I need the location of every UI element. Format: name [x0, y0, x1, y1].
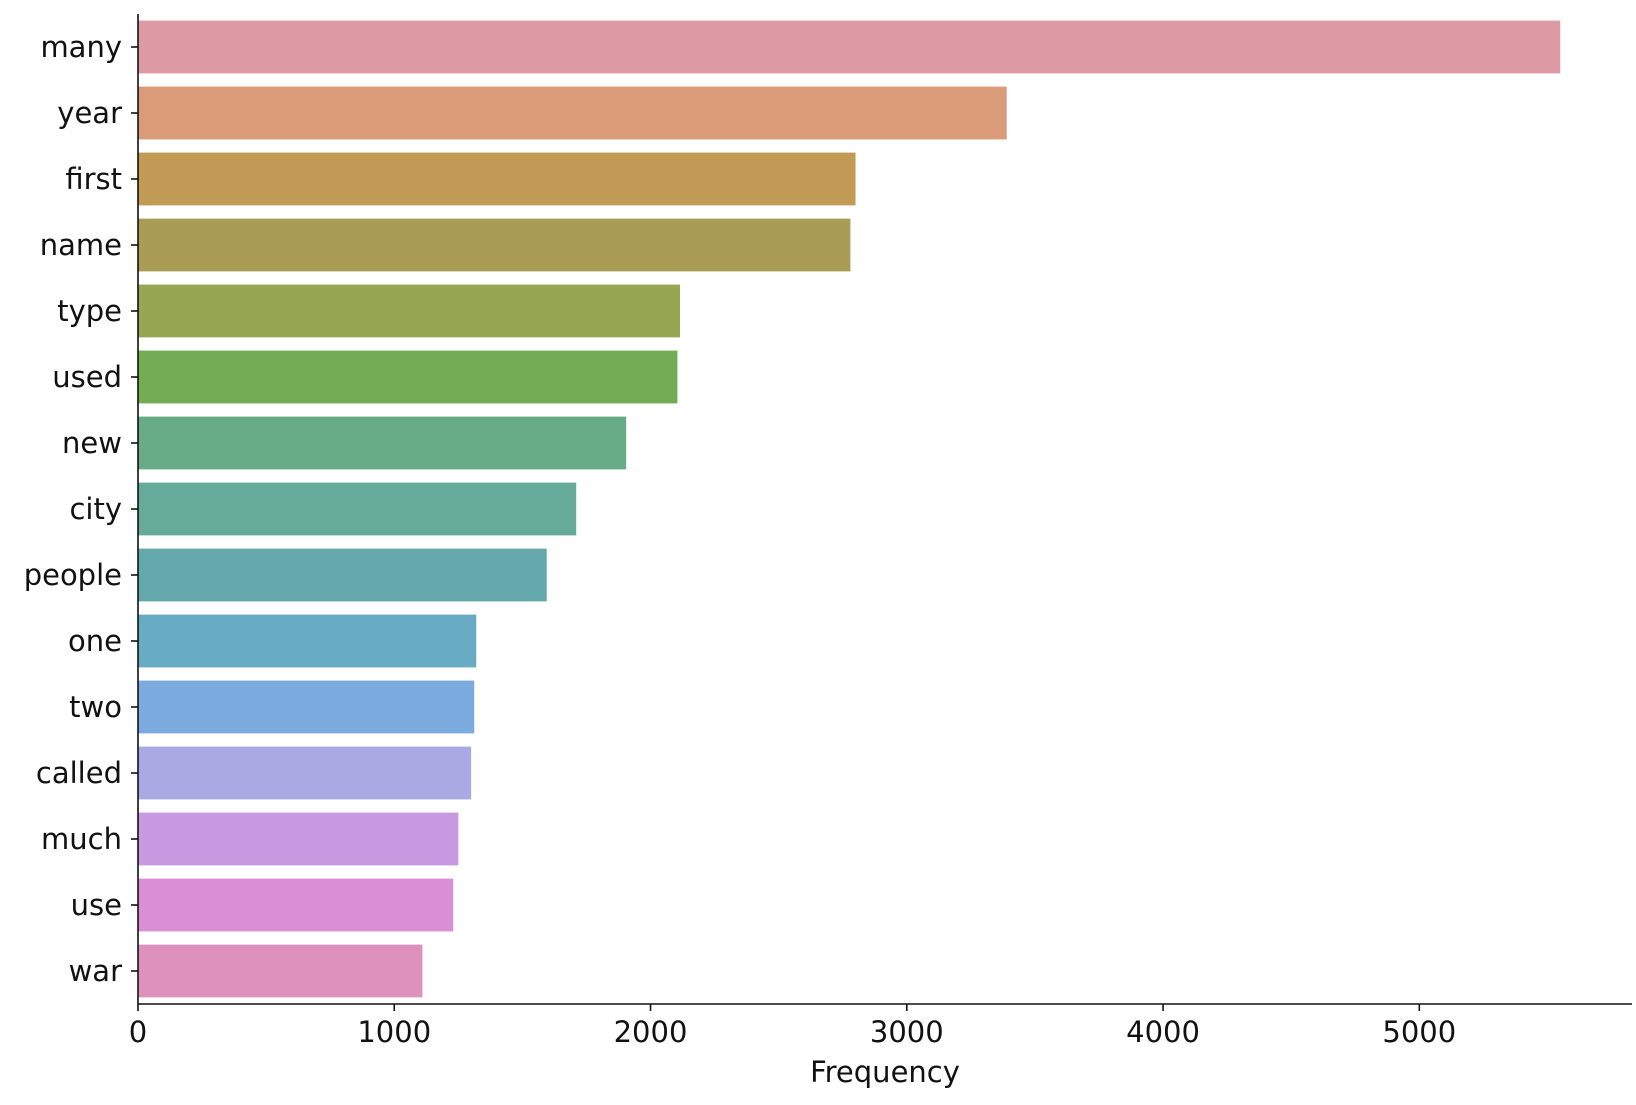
bar-use — [138, 878, 454, 932]
bar-one — [138, 614, 477, 668]
bar-called — [138, 746, 472, 800]
y-tick-label: city — [69, 492, 122, 526]
x-tick-label: 4000 — [1126, 1015, 1200, 1049]
bar-used — [138, 350, 678, 404]
bar-city — [138, 482, 577, 536]
bar-many — [138, 20, 1561, 74]
bar-two — [138, 680, 475, 734]
bars-layer — [138, 20, 1561, 998]
y-tick-label: war — [69, 954, 122, 988]
bar-year — [138, 86, 1007, 140]
bar-name — [138, 218, 851, 272]
bar-first — [138, 152, 856, 206]
y-tick-label: many — [40, 30, 122, 64]
x-axis-label: Frequency — [810, 1055, 960, 1089]
bar-people — [138, 548, 547, 602]
y-tick-label: type — [57, 294, 122, 328]
y-tick-label: people — [24, 558, 122, 592]
y-tick-label: name — [40, 228, 122, 262]
y-tick-label: new — [62, 426, 122, 460]
y-tick-label: much — [41, 822, 122, 856]
y-tick-label: one — [68, 624, 122, 658]
bar-type — [138, 284, 680, 338]
y-tick-label: two — [69, 690, 122, 724]
x-tick-label: 1000 — [357, 1015, 431, 1049]
x-axis-ticks: 0 1000 2000 3000 4000 5000 — [129, 1004, 1456, 1049]
x-tick-label: 5000 — [1382, 1015, 1456, 1049]
y-tick-label: first — [65, 162, 122, 196]
y-axis-ticks: many year first name type used new city people on… — [24, 30, 138, 988]
x-tick-label: 0 — [129, 1015, 147, 1049]
bar-much — [138, 812, 459, 866]
y-tick-label: year — [57, 96, 122, 130]
y-tick-label: called — [36, 756, 122, 790]
bar-war — [138, 944, 423, 998]
y-tick-label: used — [52, 360, 122, 394]
bar-new — [138, 416, 627, 470]
x-tick-label: 2000 — [614, 1015, 688, 1049]
x-tick-label: 3000 — [870, 1015, 944, 1049]
y-tick-label: use — [71, 888, 122, 922]
